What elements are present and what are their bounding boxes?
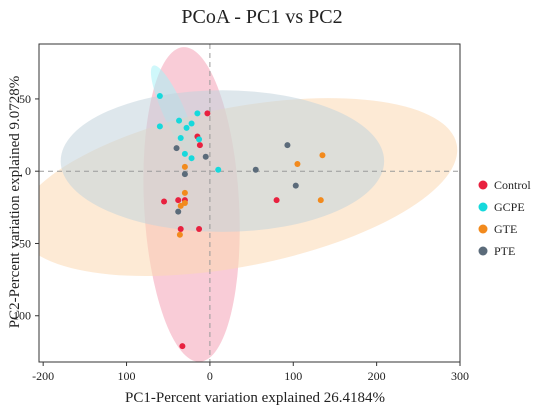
y-tick-label: 100 [13, 309, 31, 323]
x-tick-label: 100 [284, 369, 302, 383]
point-control [179, 343, 186, 350]
point-gcpe [196, 136, 203, 143]
point-control [196, 226, 203, 233]
point-pte [292, 182, 299, 189]
point-gte [319, 152, 326, 159]
point-gte [181, 200, 188, 206]
legend-label-gcpe: GCPE [494, 200, 525, 214]
point-gcpe [188, 155, 195, 162]
point-gcpe [176, 117, 183, 124]
point-gte [181, 189, 188, 196]
plot-area [39, 44, 460, 362]
point-control [175, 197, 182, 204]
x-tick-label: 100 [118, 369, 136, 383]
legend-marker-gcpe [478, 202, 488, 212]
point-gcpe [181, 150, 188, 157]
point-gte [294, 160, 301, 167]
point-pte [202, 153, 209, 160]
point-gcpe [156, 123, 163, 130]
point-gte [176, 231, 183, 238]
y-tick-label: 0 [25, 164, 31, 178]
x-axis-label: PC1-Percent variation explained 26.4184% [125, 390, 385, 406]
x-tick-label: 0 [207, 369, 213, 383]
legend-marker-pte [478, 246, 488, 256]
point-pte [252, 166, 259, 173]
point-gte [317, 197, 324, 204]
legend-marker-gte [478, 224, 488, 234]
ellipse-pte [60, 90, 385, 232]
y-axis-label: PC2-Percent variation explained 9.0728% [7, 76, 23, 328]
point-gte [181, 163, 188, 170]
legend-marker-control [478, 180, 488, 190]
legend-label-pte: PTE [494, 244, 515, 258]
point-control [204, 110, 211, 117]
point-gcpe [188, 120, 195, 127]
point-control [161, 198, 168, 205]
legend: Control GCPE GTE PTE [478, 178, 531, 258]
chart-title: PCoA - PC1 vs PC2 [181, 6, 342, 28]
point-pte [173, 145, 180, 152]
point-control [196, 142, 203, 149]
point-control [273, 197, 280, 204]
point-gcpe [215, 166, 222, 173]
point-pte [175, 208, 182, 215]
point-gcpe [194, 110, 201, 117]
x-tick-label: 300 [451, 369, 469, 383]
point-gte [177, 202, 184, 209]
legend-label-gte: GTE [494, 222, 517, 236]
point-control [177, 226, 184, 233]
x-tick-label: 200 [368, 369, 386, 383]
point-gcpe [156, 93, 163, 100]
point-gcpe [177, 134, 184, 141]
y-tick-label: -50 [15, 236, 31, 250]
point-pte [181, 171, 188, 178]
y-tick-label: 50 [19, 92, 31, 106]
x-tick-label: -200 [32, 369, 54, 383]
legend-label-control: Control [494, 178, 531, 192]
point-gcpe [183, 124, 190, 131]
point-pte [284, 142, 291, 149]
plot-frame [38, 43, 461, 363]
